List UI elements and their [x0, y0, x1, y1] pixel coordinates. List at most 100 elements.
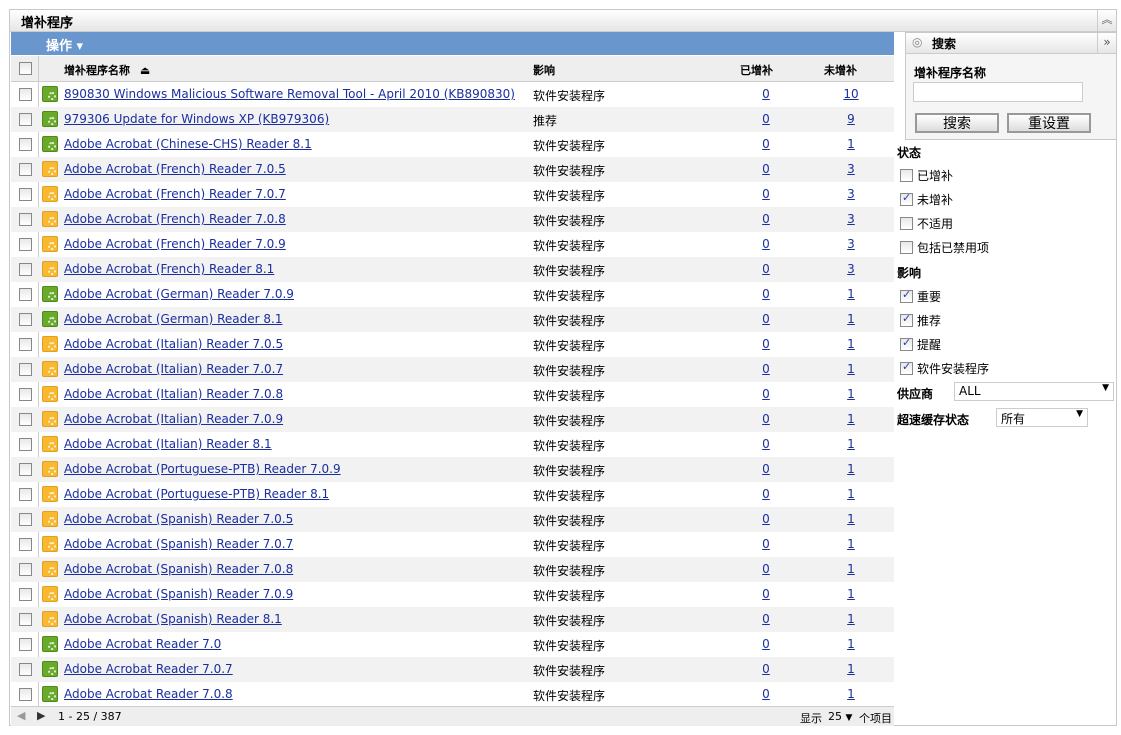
unpatched-count-link[interactable]: 1 — [847, 137, 855, 151]
patch-name-link[interactable]: Adobe Acrobat (Spanish) Reader 7.0.8 — [64, 562, 294, 576]
unpatched-count-link[interactable]: 1 — [847, 337, 855, 351]
unpatched-count-link[interactable]: 1 — [847, 587, 855, 601]
patch-name-link[interactable]: Adobe Acrobat (Spanish) Reader 7.0.9 — [64, 587, 294, 601]
row-checkbox[interactable] — [19, 413, 32, 426]
unpatched-count-link[interactable]: 1 — [847, 462, 855, 476]
patched-count-link[interactable]: 0 — [762, 287, 770, 301]
row-checkbox[interactable] — [19, 513, 32, 526]
row-checkbox[interactable] — [19, 263, 32, 276]
patch-name-link[interactable]: 979306 Update for Windows XP (KB979306) — [64, 112, 330, 126]
patched-count-link[interactable]: 0 — [762, 587, 770, 601]
patch-name-link[interactable]: Adobe Acrobat (German) Reader 8.1 — [64, 312, 283, 326]
patched-count-link[interactable]: 0 — [762, 262, 770, 276]
row-checkbox[interactable] — [19, 238, 32, 251]
patch-name-input[interactable] — [913, 82, 1083, 102]
patch-name-link[interactable]: Adobe Acrobat (Portuguese-PTB) Reader 8.… — [64, 487, 330, 501]
row-checkbox[interactable] — [19, 113, 32, 126]
patch-name-link[interactable]: Adobe Acrobat (Italian) Reader 8.1 — [64, 437, 272, 451]
patch-name-link[interactable]: Adobe Acrobat (Chinese-CHS) Reader 8.1 — [64, 137, 312, 151]
row-checkbox[interactable] — [19, 213, 32, 226]
unpatched-count-link[interactable]: 9 — [847, 112, 855, 126]
patch-name-link[interactable]: Adobe Acrobat (French) Reader 7.0.9 — [64, 237, 286, 251]
column-unpatched[interactable]: 未增补 — [824, 64, 857, 77]
row-checkbox[interactable] — [19, 438, 32, 451]
search-button[interactable]: 搜索 — [915, 113, 999, 133]
actions-menu[interactable]: 操作 ▾ — [46, 39, 84, 54]
row-checkbox[interactable] — [19, 163, 32, 176]
filter-checkbox[interactable] — [900, 217, 913, 230]
patched-count-link[interactable]: 0 — [762, 137, 770, 151]
patch-name-link[interactable]: Adobe Acrobat (Portuguese-PTB) Reader 7.… — [64, 462, 341, 476]
row-checkbox[interactable] — [19, 388, 32, 401]
patch-name-link[interactable]: Adobe Acrobat Reader 7.0.8 — [64, 687, 233, 701]
unpatched-count-link[interactable]: 1 — [847, 612, 855, 626]
patch-name-link[interactable]: Adobe Acrobat (French) Reader 7.0.7 — [64, 187, 286, 201]
next-page-icon[interactable]: ▶ — [37, 709, 46, 722]
expand-right-icon[interactable]: » — [1097, 33, 1116, 53]
unpatched-count-link[interactable]: 10 — [843, 87, 859, 101]
unpatched-count-link[interactable]: 3 — [847, 187, 855, 201]
filter-checkbox[interactable] — [900, 191, 913, 206]
filter-checkbox[interactable] — [900, 241, 913, 254]
patched-count-link[interactable]: 0 — [762, 312, 770, 326]
patch-name-link[interactable]: Adobe Acrobat (French) Reader 8.1 — [64, 262, 275, 276]
patched-count-link[interactable]: 0 — [762, 687, 770, 701]
unpatched-count-link[interactable]: 1 — [847, 287, 855, 301]
unpatched-count-link[interactable]: 3 — [847, 212, 855, 226]
row-checkbox[interactable] — [19, 588, 32, 601]
patched-count-link[interactable]: 0 — [762, 512, 770, 526]
patched-count-link[interactable]: 0 — [762, 387, 770, 401]
patched-count-link[interactable]: 0 — [762, 537, 770, 551]
patched-count-link[interactable]: 0 — [762, 187, 770, 201]
patched-count-link[interactable]: 0 — [762, 637, 770, 651]
row-checkbox[interactable] — [19, 338, 32, 351]
prev-page-icon[interactable]: ◀ — [17, 709, 26, 722]
column-patched[interactable]: 已增补 — [740, 64, 773, 77]
unpatched-count-link[interactable]: 1 — [847, 562, 855, 576]
row-checkbox[interactable] — [19, 488, 32, 501]
row-checkbox[interactable] — [19, 363, 32, 376]
row-checkbox[interactable] — [19, 463, 32, 476]
unpatched-count-link[interactable]: 1 — [847, 437, 855, 451]
unpatched-count-link[interactable]: 1 — [847, 637, 855, 651]
patched-count-link[interactable]: 0 — [762, 462, 770, 476]
row-checkbox[interactable] — [19, 188, 32, 201]
column-impact[interactable]: 影响 — [533, 64, 555, 77]
filter-checkbox[interactable] — [900, 288, 913, 303]
patch-name-link[interactable]: Adobe Acrobat (Italian) Reader 7.0.7 — [64, 362, 284, 376]
row-checkbox[interactable] — [19, 613, 32, 626]
reset-button[interactable]: 重设置 — [1007, 113, 1091, 133]
patch-name-link[interactable]: Adobe Acrobat Reader 7.0.7 — [64, 662, 233, 676]
cache-status-select[interactable]: 所有 ▼ — [996, 408, 1088, 427]
row-checkbox[interactable] — [19, 538, 32, 551]
collapse-up-icon[interactable]: ︽ — [1097, 10, 1116, 31]
patched-count-link[interactable]: 0 — [762, 562, 770, 576]
filter-checkbox[interactable] — [900, 336, 913, 351]
patched-count-link[interactable]: 0 — [762, 412, 770, 426]
patched-count-link[interactable]: 0 — [762, 487, 770, 501]
row-checkbox[interactable] — [19, 288, 32, 301]
patched-count-link[interactable]: 0 — [762, 362, 770, 376]
patched-count-link[interactable]: 0 — [762, 87, 770, 101]
unpatched-count-link[interactable]: 1 — [847, 537, 855, 551]
row-checkbox[interactable] — [19, 688, 32, 701]
patched-count-link[interactable]: 0 — [762, 337, 770, 351]
patched-count-link[interactable]: 0 — [762, 612, 770, 626]
patch-name-link[interactable]: Adobe Acrobat (French) Reader 7.0.5 — [64, 162, 286, 176]
patch-name-link[interactable]: Adobe Acrobat (Italian) Reader 7.0.8 — [64, 387, 284, 401]
unpatched-count-link[interactable]: 1 — [847, 662, 855, 676]
unpatched-count-link[interactable]: 1 — [847, 387, 855, 401]
unpatched-count-link[interactable]: 3 — [847, 162, 855, 176]
filter-checkbox[interactable] — [900, 312, 913, 327]
unpatched-count-link[interactable]: 1 — [847, 687, 855, 701]
patch-name-link[interactable]: Adobe Acrobat (Italian) Reader 7.0.5 — [64, 337, 284, 351]
patch-name-link[interactable]: Adobe Acrobat (Italian) Reader 7.0.9 — [64, 412, 284, 426]
unpatched-count-link[interactable]: 1 — [847, 312, 855, 326]
patch-name-link[interactable]: Adobe Acrobat (French) Reader 7.0.8 — [64, 212, 286, 226]
patched-count-link[interactable]: 0 — [762, 112, 770, 126]
patch-name-link[interactable]: 890830 Windows Malicious Software Remova… — [64, 87, 515, 101]
select-all-checkbox[interactable] — [19, 62, 32, 75]
patch-name-link[interactable]: Adobe Acrobat (Spanish) Reader 8.1 — [64, 612, 282, 626]
row-checkbox[interactable] — [19, 138, 32, 151]
patched-count-link[interactable]: 0 — [762, 437, 770, 451]
